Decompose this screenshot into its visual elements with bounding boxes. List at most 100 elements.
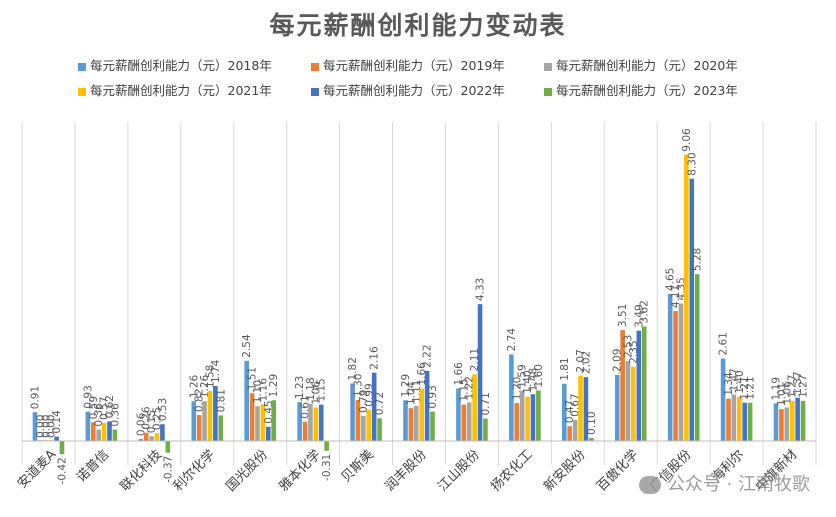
x-tick-label: 百傲化学 xyxy=(593,447,641,495)
data-label: 0.00 xyxy=(35,415,47,438)
bar xyxy=(260,404,266,441)
data-label: 1.15 xyxy=(458,378,470,401)
bar xyxy=(424,370,430,441)
data-label: 4.11 xyxy=(670,285,682,308)
bar xyxy=(366,409,372,441)
data-label: 1.74 xyxy=(210,359,222,383)
data-label: 1.66 xyxy=(453,362,465,386)
data-label: 1.59 xyxy=(517,364,529,387)
legend-label: 每元薪酬创利能力（元）2019年 xyxy=(323,58,505,73)
bar xyxy=(731,394,737,441)
data-label: 1.26 xyxy=(188,374,200,398)
chart-title: 每元薪酬创利能力变动表 xyxy=(269,11,567,40)
legend-label: 每元薪酬创利能力（元）2021年 xyxy=(90,83,272,98)
bar xyxy=(689,178,695,441)
data-label: 0.26 xyxy=(141,406,153,430)
legend-item-5: 每元薪酬创利能力（元）2023年 xyxy=(544,80,738,99)
data-label: -0.37 xyxy=(162,456,174,483)
data-label: 4.33 xyxy=(475,278,487,301)
bar xyxy=(536,390,541,441)
legend-label: 每元薪酬创利能力（元）2023年 xyxy=(556,83,738,98)
bar xyxy=(191,401,197,441)
bar xyxy=(154,433,160,441)
bar xyxy=(318,404,324,441)
x-tick-label: 雅本化学 xyxy=(276,447,324,495)
data-label: 2.02 xyxy=(580,351,592,374)
bar xyxy=(673,311,678,441)
bar xyxy=(483,418,488,441)
bar xyxy=(667,294,673,441)
bar xyxy=(784,407,790,441)
legend-swatch xyxy=(311,62,319,71)
legend-item-1: 每元薪酬创利能力（元）2019年 xyxy=(311,55,505,74)
bar xyxy=(355,399,361,441)
data-label: 2.53 xyxy=(623,335,635,358)
bar xyxy=(514,403,520,441)
data-label: 1.21 xyxy=(745,376,757,399)
bar xyxy=(614,374,620,441)
x-tick-label: 国光股份 xyxy=(224,447,271,494)
bar xyxy=(350,383,355,441)
bar xyxy=(297,402,302,441)
data-label: 2.16 xyxy=(369,346,381,370)
data-label: 0.53 xyxy=(157,398,169,421)
data-label: 1.58 xyxy=(204,365,216,388)
bar xyxy=(726,398,731,441)
bar xyxy=(414,405,419,441)
data-label: 0.36 xyxy=(109,403,121,427)
bar xyxy=(747,402,753,441)
data-label: 0.62 xyxy=(104,395,116,418)
data-label: 1.04 xyxy=(405,381,417,405)
data-label: 1.27 xyxy=(787,374,799,397)
bar xyxy=(779,409,784,441)
bar xyxy=(461,404,467,441)
bar xyxy=(472,374,477,441)
data-label: 1.18 xyxy=(305,377,317,400)
bar xyxy=(255,406,260,441)
data-label: 3.51 xyxy=(617,304,629,327)
bar xyxy=(143,432,149,441)
legend-swatch xyxy=(311,87,319,96)
bar xyxy=(213,386,218,441)
data-label: 1.27 xyxy=(798,374,810,397)
data-label: 0.93 xyxy=(82,385,94,408)
bar xyxy=(244,360,249,441)
data-label: 1.19 xyxy=(771,377,783,400)
legend-item-4: 每元薪酬创利能力（元）2022年 xyxy=(311,80,505,99)
data-label: 1.47 xyxy=(728,368,740,391)
data-label: 0.00 xyxy=(40,415,52,438)
bar xyxy=(249,393,255,441)
bar xyxy=(202,401,207,441)
data-label: 1.48 xyxy=(527,368,539,391)
bar xyxy=(530,394,536,441)
bar xyxy=(737,396,742,441)
bar xyxy=(625,361,631,441)
bar xyxy=(218,415,224,441)
bar xyxy=(789,400,795,441)
bar xyxy=(32,412,38,441)
data-label: 1.01 xyxy=(776,383,788,406)
data-label: 1.34 xyxy=(723,372,735,396)
data-label: 1.40 xyxy=(734,370,746,393)
bar xyxy=(313,407,319,441)
legend-label: 每元薪酬创利能力（元）2022年 xyxy=(323,83,505,98)
bar xyxy=(85,411,91,441)
data-label: 0.15 xyxy=(146,410,158,433)
bar xyxy=(795,397,800,441)
data-label: 0.10 xyxy=(586,411,598,434)
legend-item-3: 每元薪酬创利能力（元）2021年 xyxy=(78,80,272,99)
x-tick-label: 贝斯美 xyxy=(339,447,377,485)
bar xyxy=(631,366,636,441)
x-tick-label: 新安股份 xyxy=(541,447,589,495)
bar xyxy=(138,439,144,441)
data-label: 1.15 xyxy=(316,378,328,401)
data-label: 0.57 xyxy=(99,397,111,420)
data-label: 1.60 xyxy=(533,364,545,387)
bar xyxy=(636,330,642,441)
bar xyxy=(583,377,589,441)
data-label: 2.54 xyxy=(241,334,253,358)
data-label: 1.30 xyxy=(352,374,364,397)
legend-item-0: 每元薪酬创利能力（元）2018年 xyxy=(78,55,272,74)
data-label: 1.23 xyxy=(294,376,306,399)
